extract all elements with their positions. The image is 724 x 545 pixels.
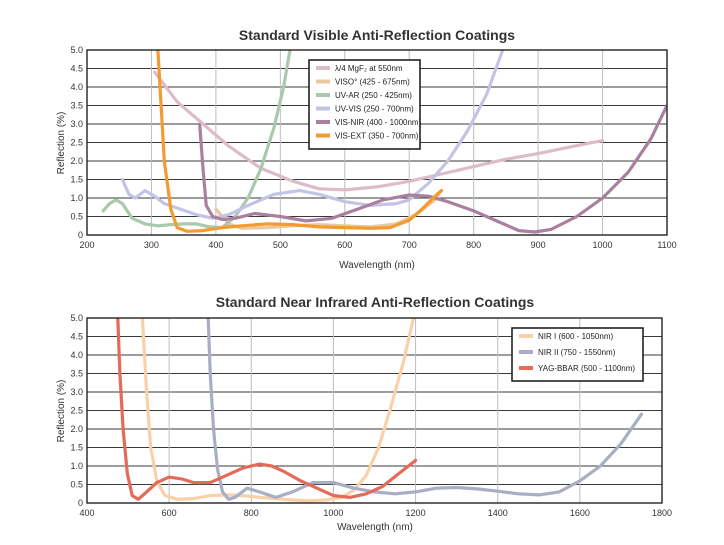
x-tick-label: 200	[79, 240, 94, 250]
y-tick-label: 0.5	[70, 212, 83, 222]
x-tick-label: 800	[466, 240, 481, 250]
y-tick-label: 1.5	[70, 443, 83, 453]
legend-label-1: VISO° (425 - 675nm)	[335, 78, 410, 87]
x-tick-label: 400	[208, 240, 223, 250]
y-tick-label: 4.5	[70, 64, 83, 74]
legend-label-0: λ/4 MgF₂ at 550nm	[335, 64, 403, 73]
x-tick-label: 700	[402, 240, 417, 250]
x-tick-label: 600	[162, 508, 177, 518]
legend: NIR I (600 - 1050nm) NIR II (750 - 1550nm…	[511, 327, 644, 382]
y-tick-label: 3.0	[70, 387, 83, 397]
series-line-0	[153, 70, 605, 192]
legend-box	[511, 327, 644, 382]
chart-title: Standard Visible Anti-Reflection Coating…	[239, 27, 515, 43]
x-axis-label: Wavelength (nm)	[339, 260, 415, 271]
y-tick-label: 3.5	[70, 101, 83, 111]
legend-label-5: VIS-EXT (350 - 700nm)	[335, 132, 419, 141]
chart-title: Standard Near Infrared Anti-Reflection C…	[216, 294, 535, 310]
series-line-1	[206, 318, 644, 501]
y-tick-label: 5.0	[70, 45, 83, 55]
legend-label-2: UV-AR (250 - 425nm)	[335, 91, 412, 100]
near-infrared-ar-chart: Standard Near Infrared Anti-Reflection C…	[56, 294, 672, 533]
x-tick-label: 1200	[406, 508, 426, 518]
x-tick-label: 1100	[657, 240, 676, 250]
legend-label-0: NIR I (600 - 1050nm)	[538, 332, 613, 341]
y-tick-label: 2.5	[70, 406, 83, 416]
x-tick-label: 1000	[593, 240, 613, 250]
x-axis-label: Wavelength (nm)	[337, 522, 413, 533]
plot-frame	[86, 49, 668, 236]
y-tick-label: 0	[78, 498, 83, 508]
y-axis-label: Reflection (%)	[56, 112, 67, 175]
y-tick-label: 1.5	[70, 175, 83, 185]
series-line-2	[116, 318, 418, 501]
x-tick-label: 400	[79, 508, 94, 518]
y-tick-label: 2.0	[70, 156, 83, 166]
y-tick-label: 5.0	[70, 313, 83, 323]
legend: λ/4 MgF₂ at 550nm VISO° (425 - 675nm) UV-A…	[308, 59, 422, 150]
x-tick-label: 1400	[488, 508, 508, 518]
legend-label-2: YAG-BBAR (500 - 1100nm)	[538, 364, 635, 373]
y-tick-label: 4.5	[70, 332, 83, 342]
legend-label-1: NIR II (750 - 1550nm)	[538, 348, 616, 357]
series-line-4	[198, 103, 667, 234]
y-tick-label: 0	[78, 230, 83, 240]
series-line-0	[140, 318, 416, 503]
x-tick-label: 800	[244, 508, 259, 518]
legend-label-4: VIS-NIR (400 - 1000nm)	[335, 118, 422, 127]
series-line-3	[120, 50, 505, 220]
y-tick-label: 0.5	[70, 480, 83, 490]
y-axis-label: Reflection (%)	[56, 380, 67, 443]
legend-label-3: UV-VIS (250 - 700nm)	[335, 105, 414, 114]
x-tick-label: 600	[337, 240, 352, 250]
x-tick-label: 900	[531, 240, 546, 250]
series-line-2	[101, 50, 292, 230]
y-tick-label: 1.0	[70, 461, 83, 471]
series-line-5	[156, 50, 443, 233]
x-tick-label: 300	[144, 240, 159, 250]
x-tick-label: 1000	[323, 508, 343, 518]
y-tick-label: 4.0	[70, 350, 83, 360]
y-tick-label: 1.0	[70, 193, 83, 203]
y-tick-label: 2.5	[70, 138, 83, 148]
y-tick-label: 3.0	[70, 119, 83, 129]
y-tick-label: 2.0	[70, 424, 83, 434]
grid	[87, 318, 662, 503]
x-tick-label: 1600	[570, 508, 590, 518]
x-tick-label: 500	[273, 240, 288, 250]
y-tick-label: 3.5	[70, 369, 83, 379]
plot-frame	[86, 317, 663, 504]
x-tick-label: 1800	[652, 508, 672, 518]
y-tick-label: 4.0	[70, 82, 83, 92]
visible-ar-chart: Standard Visible Anti-Reflection Coating…	[56, 27, 677, 271]
